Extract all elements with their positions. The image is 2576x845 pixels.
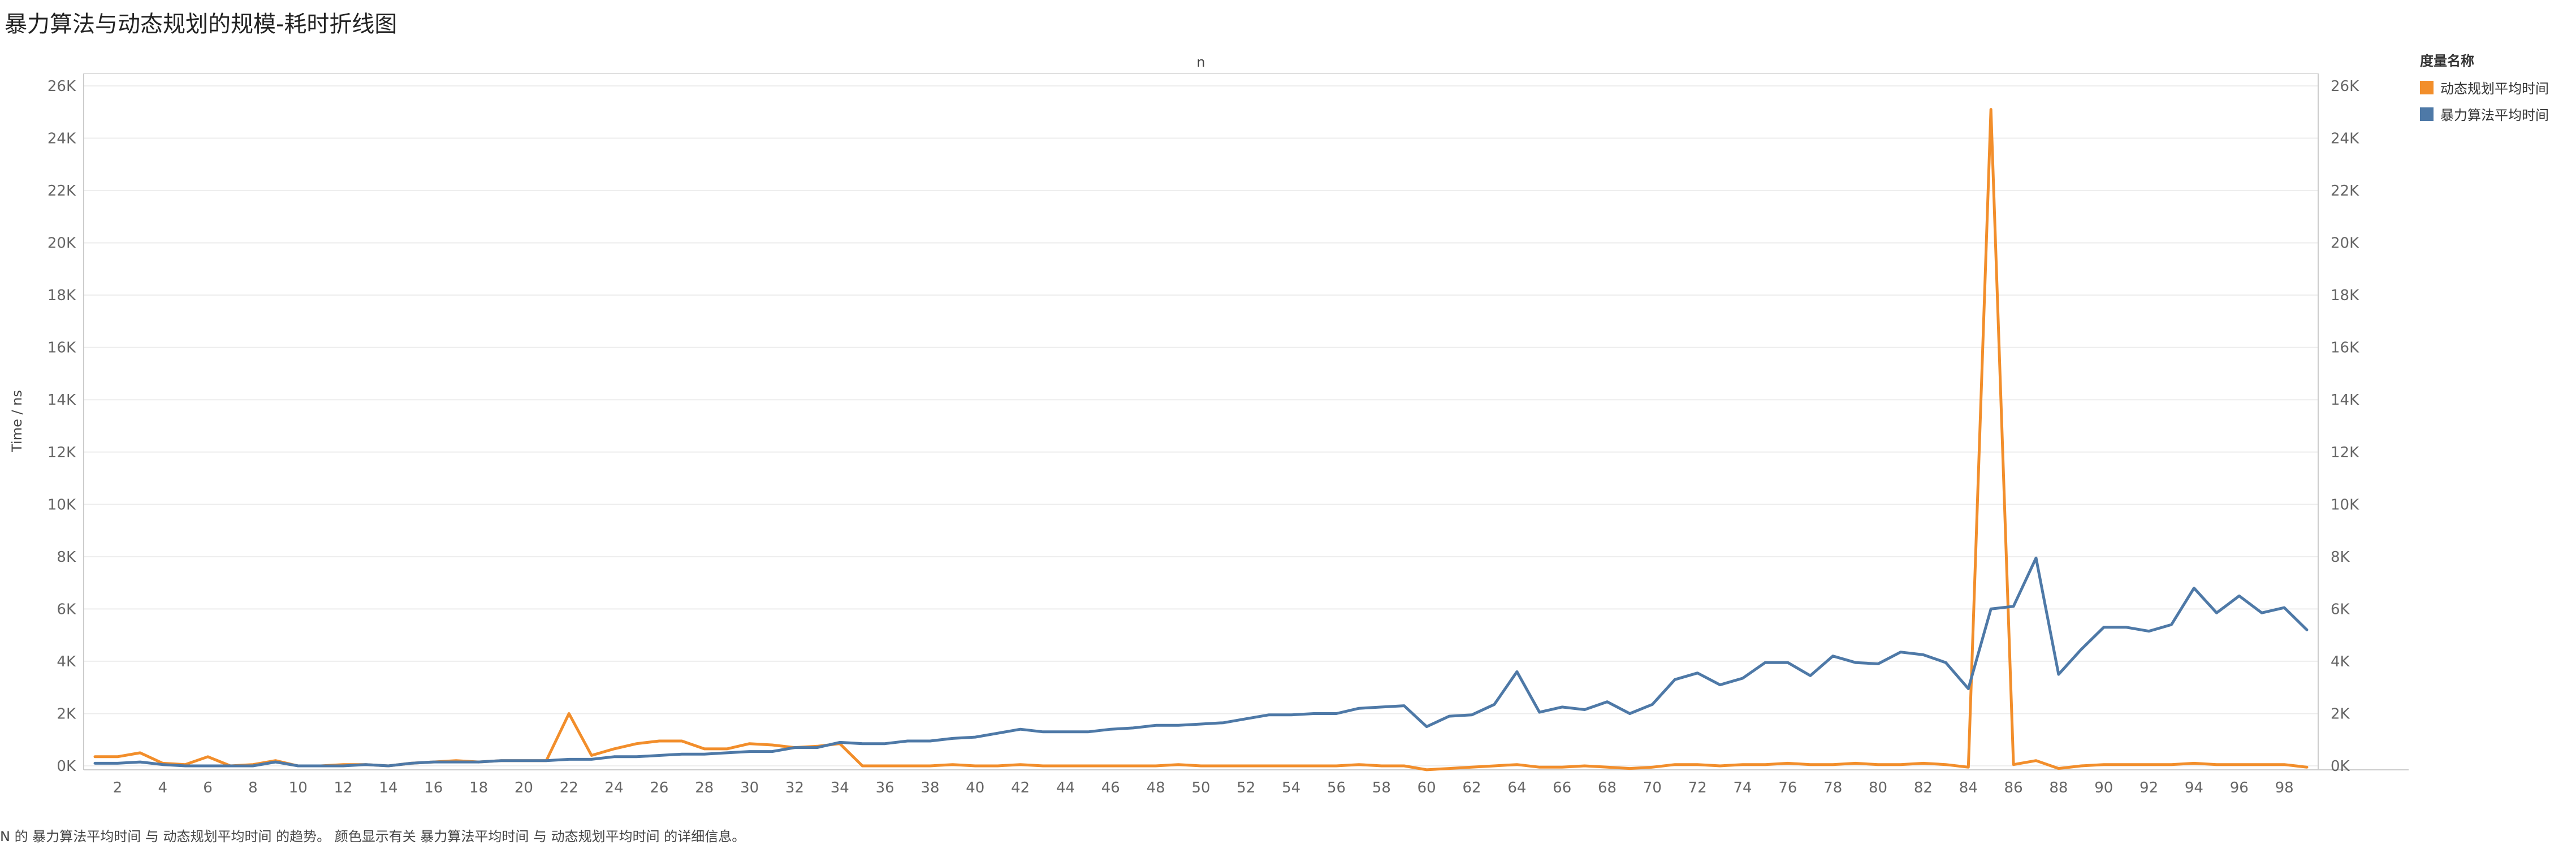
x-tick-label: 74: [1734, 779, 1752, 796]
x-tick-label: 32: [785, 779, 804, 796]
page-title: 暴力算法与动态规划的规模-耗时折线图: [5, 11, 397, 37]
legend-title: 度量名称: [2420, 53, 2474, 69]
legend-swatch-dp: [2420, 80, 2434, 94]
y-tick-label-left: 10K: [47, 496, 76, 513]
x-tick-label: 78: [1823, 779, 1842, 796]
series-lines: [93, 108, 2309, 772]
x-tick-label: 90: [2094, 779, 2113, 796]
x-tick-label: 50: [1191, 779, 1210, 796]
y-tick-label-left: 8K: [57, 549, 76, 566]
x-tick-label: 28: [695, 779, 714, 796]
grid-lines: [84, 85, 2318, 766]
y-tick-label-right: 18K: [2331, 287, 2359, 304]
axes: [83, 73, 2409, 770]
y-tick-label-left: 24K: [47, 131, 76, 148]
x-tick-label: 24: [605, 779, 624, 796]
y-tick-label-left: 4K: [57, 653, 76, 670]
x-tick-label: 4: [158, 779, 167, 796]
y-tick-label-right: 16K: [2331, 340, 2359, 357]
series-line-brute: [93, 556, 2309, 768]
x-tick-label: 52: [1237, 779, 1255, 796]
y-tick-label-right: 24K: [2331, 131, 2359, 148]
x-tick-label: 80: [1869, 779, 1887, 796]
x-tick-label: 2: [113, 779, 123, 796]
chart-caption: N 的 暴力算法平均时间 与 动态规划平均时间 的趋势。 颜色显示有关 暴力算法…: [0, 829, 746, 844]
x-tick-label: 6: [203, 779, 213, 796]
x-tick-label: 94: [2185, 779, 2203, 796]
legend: 度量名称 动态规划平均时间 暴力算法平均时间: [2420, 50, 2549, 131]
legend-swatch-brute: [2420, 107, 2434, 121]
x-tick-label: 46: [1101, 779, 1120, 796]
y-tick-label-right: 2K: [2331, 705, 2350, 722]
y-tick-label-left: 12K: [47, 444, 76, 461]
x-tick-label: 76: [1778, 779, 1797, 796]
x-tick-label: 68: [1598, 779, 1617, 796]
x-tick-label: 64: [1507, 779, 1526, 796]
x-tick-label: 66: [1553, 779, 1571, 796]
x-tick-label: 14: [379, 779, 397, 796]
y-tick-label-right: 4K: [2331, 653, 2350, 670]
x-tick-label: 98: [2275, 779, 2294, 796]
y-tick-label-right: 14K: [2331, 392, 2359, 409]
y-tick-label-right: 8K: [2331, 549, 2350, 566]
x-tick-label: 62: [1462, 779, 1481, 796]
x-tick-label: 92: [2140, 779, 2158, 796]
legend-item-brute[interactable]: 暴力算法平均时间: [2420, 104, 2549, 124]
y-axis-title: Time / ns: [9, 390, 25, 453]
y-tick-label-left: 6K: [57, 601, 76, 618]
y-tick-label-left: 16K: [47, 340, 76, 357]
x-tick-label: 26: [650, 779, 668, 796]
x-tick-label: 12: [334, 779, 353, 796]
x-tick-label: 82: [1914, 779, 1933, 796]
x-tick-label: 38: [920, 779, 939, 796]
y-tick-label-right: 0K: [2331, 758, 2350, 775]
x-tick-label: 58: [1372, 779, 1391, 796]
legend-label-brute: 暴力算法平均时间: [2440, 107, 2549, 123]
y-tick-label-left: 26K: [47, 78, 76, 95]
x-tick-label: 56: [1327, 779, 1346, 796]
tick-labels: 0K 0K 2K 2K 4K 4K 6K 6K 8K 8K 10K 10K 12K 12K 14K 14K 16…: [47, 78, 2359, 796]
y-tick-label-right: 20K: [2331, 235, 2359, 252]
y-tick-label-right: 6K: [2331, 601, 2350, 618]
x-tick-label: 84: [1959, 779, 1978, 796]
x-tick-label: 70: [1643, 779, 1662, 796]
x-axis-title: n: [1196, 54, 1205, 70]
x-tick-label: 16: [424, 779, 443, 796]
x-tick-label: 88: [2049, 779, 2068, 796]
x-tick-label: 96: [2230, 779, 2249, 796]
x-tick-label: 48: [1147, 779, 1165, 796]
y-tick-label-left: 2K: [57, 705, 76, 722]
x-tick-label: 72: [1688, 779, 1707, 796]
y-tick-label-right: 22K: [2331, 183, 2359, 200]
legend-item-dp[interactable]: 动态规划平均时间: [2420, 77, 2549, 97]
x-tick-label: 60: [1417, 779, 1436, 796]
x-tick-label: 10: [289, 779, 308, 796]
x-tick-label: 20: [515, 779, 533, 796]
y-tick-label-left: 20K: [47, 235, 76, 252]
x-tick-label: 44: [1056, 779, 1075, 796]
x-tick-label: 54: [1282, 779, 1300, 796]
y-tick-label-left: 18K: [47, 287, 76, 304]
x-tick-label: 8: [248, 779, 258, 796]
x-tick-label: 18: [469, 779, 488, 796]
x-tick-label: 34: [831, 779, 849, 796]
x-tick-label: 40: [966, 779, 984, 796]
series-line-dp: [93, 108, 2309, 772]
y-tick-label-right: 26K: [2331, 78, 2359, 95]
y-tick-label-left: 14K: [47, 392, 76, 409]
legend-label-dp: 动态规划平均时间: [2440, 81, 2549, 97]
x-tick-label: 30: [740, 779, 759, 796]
y-tick-label-right: 12K: [2331, 444, 2359, 461]
y-tick-label-right: 10K: [2331, 496, 2359, 513]
y-tick-label-left: 22K: [47, 183, 76, 200]
x-tick-label: 36: [876, 779, 894, 796]
y-tick-label-left: 0K: [57, 758, 76, 775]
x-tick-label: 22: [560, 779, 578, 796]
x-tick-label: 42: [1011, 779, 1030, 796]
x-tick-label: 86: [2004, 779, 2023, 796]
